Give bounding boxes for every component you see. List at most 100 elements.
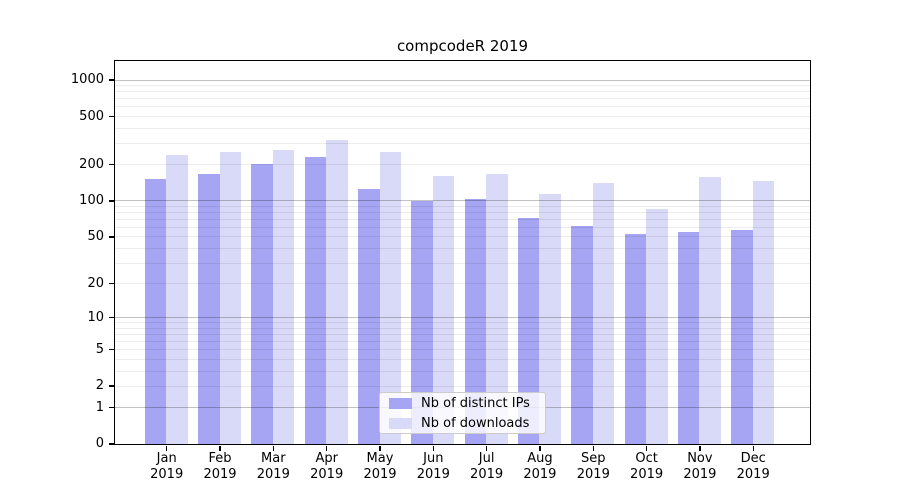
x-tick-label: Apr 2019 — [295, 451, 359, 483]
x-tick-month: Sep — [581, 451, 606, 466]
x-tick-label: Feb 2019 — [188, 451, 252, 483]
bar — [411, 201, 433, 444]
x-tick-label: Oct 2019 — [615, 451, 679, 483]
x-tick-label: May 2019 — [348, 451, 412, 483]
bar — [677, 232, 700, 444]
bar — [699, 177, 721, 444]
bar — [486, 173, 508, 444]
x-tick-month: Aug — [527, 451, 553, 466]
y-tick-mark — [109, 79, 114, 81]
x-tick-month: Feb — [208, 451, 232, 466]
x-tick-mark — [539, 445, 541, 451]
gridline — [114, 142, 810, 144]
gridline — [114, 370, 810, 372]
x-tick-year: 2019 — [630, 467, 664, 482]
x-tick-mark — [272, 445, 274, 451]
bars-layer — [115, 61, 810, 444]
x-tick-month: Oct — [635, 451, 658, 466]
legend-swatch-downloads-icon — [389, 417, 412, 429]
y-tick-mark — [109, 348, 114, 351]
gridline — [114, 98, 810, 100]
x-tick-mark — [485, 445, 488, 451]
legend-item-downloads: Nb of downloads — [389, 416, 536, 431]
x-tick-month: May — [366, 451, 394, 466]
bar — [251, 164, 273, 444]
gridline — [114, 322, 810, 324]
bar — [272, 150, 295, 444]
x-tick-year: 2019 — [310, 467, 344, 482]
x-tick-label: Dec 2019 — [721, 451, 785, 483]
x-tick-mark — [326, 445, 328, 451]
legend-swatch-distinct-ips-icon — [389, 397, 412, 409]
y-tick-mark — [109, 385, 114, 387]
gridline — [114, 236, 810, 238]
y-tick-label: 100 — [79, 192, 104, 208]
legend-label-distinct-ips: Nb of distinct IPs — [421, 395, 530, 411]
x-tick-label: Jun 2019 — [401, 451, 465, 483]
y-tick-mark — [109, 115, 114, 118]
x-tick-month: Dec — [740, 451, 766, 466]
gridline — [114, 91, 810, 93]
x-tick-year: 2019 — [203, 467, 237, 482]
gridline — [114, 85, 810, 87]
y-tick-label: 2 — [95, 378, 104, 394]
y-tick-label: 1000 — [70, 72, 104, 87]
bar — [166, 154, 188, 444]
x-tick-year: 2019 — [150, 467, 184, 482]
y-tick-mark — [109, 406, 114, 409]
bar — [464, 198, 487, 444]
bar — [432, 176, 455, 444]
bar — [198, 174, 220, 444]
x-tick-year: 2019 — [576, 467, 610, 482]
x-tick-month: Jan — [156, 451, 177, 466]
x-tick-month: Jun — [423, 451, 444, 466]
y-tick-label: 1 — [95, 399, 104, 415]
gridline — [114, 205, 810, 207]
legend-item-distinct-ips: Nb of distinct IPs — [389, 396, 536, 411]
y-tick-label: 200 — [79, 156, 104, 172]
x-tick-month: Apr — [315, 451, 338, 466]
bar — [358, 188, 380, 444]
bar — [304, 156, 327, 444]
x-tick-year: 2019 — [470, 467, 504, 482]
gridline — [114, 127, 810, 129]
x-tick-mark — [752, 445, 754, 451]
bar — [646, 208, 668, 444]
x-tick-mark — [432, 445, 434, 451]
grid-layer — [114, 61, 810, 444]
x-tick-year: 2019 — [523, 467, 557, 482]
bar — [326, 139, 348, 444]
x-tick-month: Nov — [687, 451, 713, 466]
x-tick-year: 2019 — [256, 467, 290, 482]
bar — [624, 234, 647, 444]
x-tick-mark — [379, 445, 381, 451]
gridline — [114, 79, 810, 81]
bar — [144, 179, 167, 444]
gridline — [114, 334, 810, 335]
x-tick-label: Nov 2019 — [668, 451, 732, 483]
x-tick-label: Aug 2019 — [508, 451, 572, 483]
y-tick-mark — [109, 443, 114, 445]
gridline — [114, 218, 810, 220]
plot-area — [113, 59, 811, 445]
gridline — [114, 262, 810, 264]
bar — [379, 152, 401, 444]
x-tick-label: Mar 2019 — [241, 451, 305, 483]
gridline — [114, 317, 810, 319]
y-tick-label: 50 — [87, 228, 104, 244]
gridline — [114, 349, 810, 351]
gridline — [114, 385, 810, 387]
y-tick-mark — [109, 317, 114, 319]
y-tick-label: 0 — [95, 436, 104, 451]
x-tick-year: 2019 — [736, 467, 770, 482]
gridline — [114, 283, 810, 285]
bar — [219, 152, 241, 444]
y-tick-mark — [109, 236, 114, 238]
x-tick-month: Jul — [478, 451, 495, 466]
x-tick-mark — [645, 445, 648, 451]
gridline — [114, 200, 810, 202]
gridline — [114, 327, 810, 329]
gridline — [114, 212, 810, 213]
x-tick-mark — [592, 445, 594, 451]
